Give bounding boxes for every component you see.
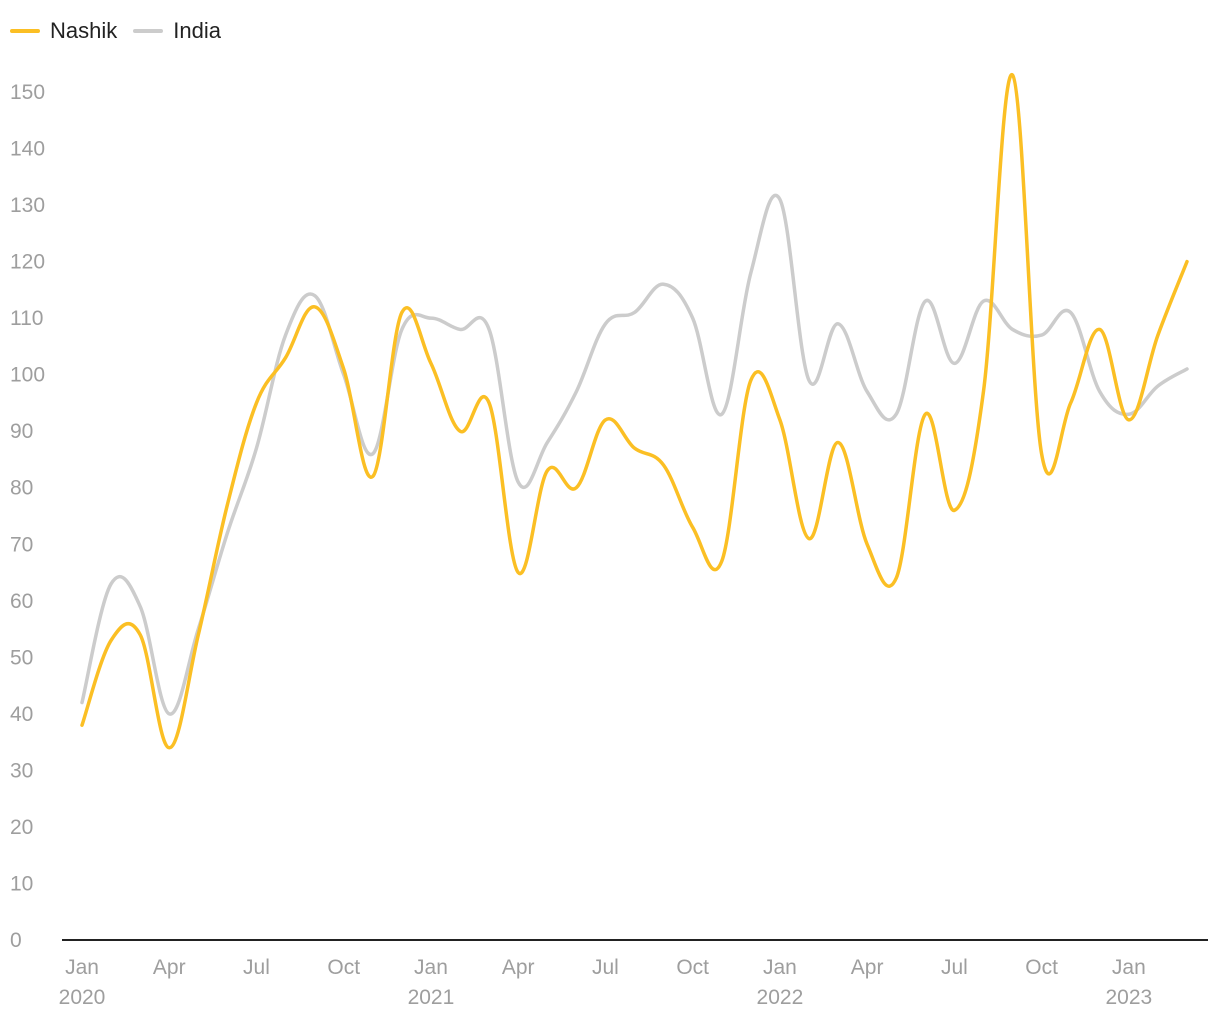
x-tick-label: Apr bbox=[502, 956, 535, 979]
legend-item-india[interactable]: India bbox=[133, 18, 221, 44]
y-tick-label: 150 bbox=[10, 81, 45, 104]
legend: Nashik India bbox=[10, 18, 237, 44]
x-tick-year-label: 2022 bbox=[757, 986, 804, 1009]
y-tick-label: 80 bbox=[10, 477, 33, 500]
y-tick-label: 70 bbox=[10, 533, 33, 556]
y-tick-label: 120 bbox=[10, 251, 45, 274]
y-tick-label: 90 bbox=[10, 420, 33, 443]
legend-swatch-nashik bbox=[10, 29, 40, 33]
legend-swatch-india bbox=[133, 29, 164, 33]
legend-label-india: India bbox=[173, 18, 221, 43]
y-tick-label: 10 bbox=[10, 872, 33, 895]
x-tick-label: Apr bbox=[153, 956, 186, 979]
y-tick-label: 30 bbox=[10, 759, 33, 782]
y-tick-label: 130 bbox=[10, 194, 45, 217]
series-line-india bbox=[80, 193, 1189, 716]
x-tick-label: Jul bbox=[592, 956, 619, 979]
y-axis-tick-labels: 0 10 20 30 40 50 60 70 80 90 100 110 120 130 140 150 bbox=[10, 81, 45, 952]
x-tick-label: Apr bbox=[851, 956, 884, 979]
y-tick-label: 140 bbox=[10, 138, 45, 161]
x-tick-year-label: 2021 bbox=[408, 986, 455, 1009]
x-tick-label: Oct bbox=[676, 956, 709, 979]
series-lines bbox=[80, 73, 1189, 750]
x-tick-label: Jan bbox=[1112, 956, 1146, 979]
legend-item-nashik[interactable]: Nashik bbox=[10, 18, 117, 44]
x-tick-year-label: 2020 bbox=[59, 986, 106, 1009]
x-axis-tick-labels: Jan 2020 Apr Jul Oct Jan 2021 Apr Jul Oct Jan 2022 A… bbox=[59, 956, 1153, 1009]
series-line-nashik bbox=[80, 73, 1189, 750]
legend-label-nashik: Nashik bbox=[50, 18, 118, 43]
y-tick-label: 60 bbox=[10, 590, 33, 613]
y-tick-label: 50 bbox=[10, 646, 33, 669]
x-tick-label: Jan bbox=[414, 956, 448, 979]
x-tick-label: Oct bbox=[1025, 956, 1058, 979]
y-tick-label: 0 bbox=[10, 929, 22, 952]
x-tick-year-label: 2023 bbox=[1105, 986, 1152, 1009]
x-tick-label: Oct bbox=[327, 956, 360, 979]
y-tick-label: 100 bbox=[10, 364, 45, 387]
y-tick-label: 40 bbox=[10, 703, 33, 726]
x-tick-label: Jan bbox=[763, 956, 797, 979]
y-tick-label: 110 bbox=[10, 307, 43, 330]
x-tick-label: Jul bbox=[243, 956, 270, 979]
x-tick-label: Jan bbox=[65, 956, 99, 979]
y-tick-label: 20 bbox=[10, 816, 33, 839]
x-tick-label: Jul bbox=[941, 956, 968, 979]
